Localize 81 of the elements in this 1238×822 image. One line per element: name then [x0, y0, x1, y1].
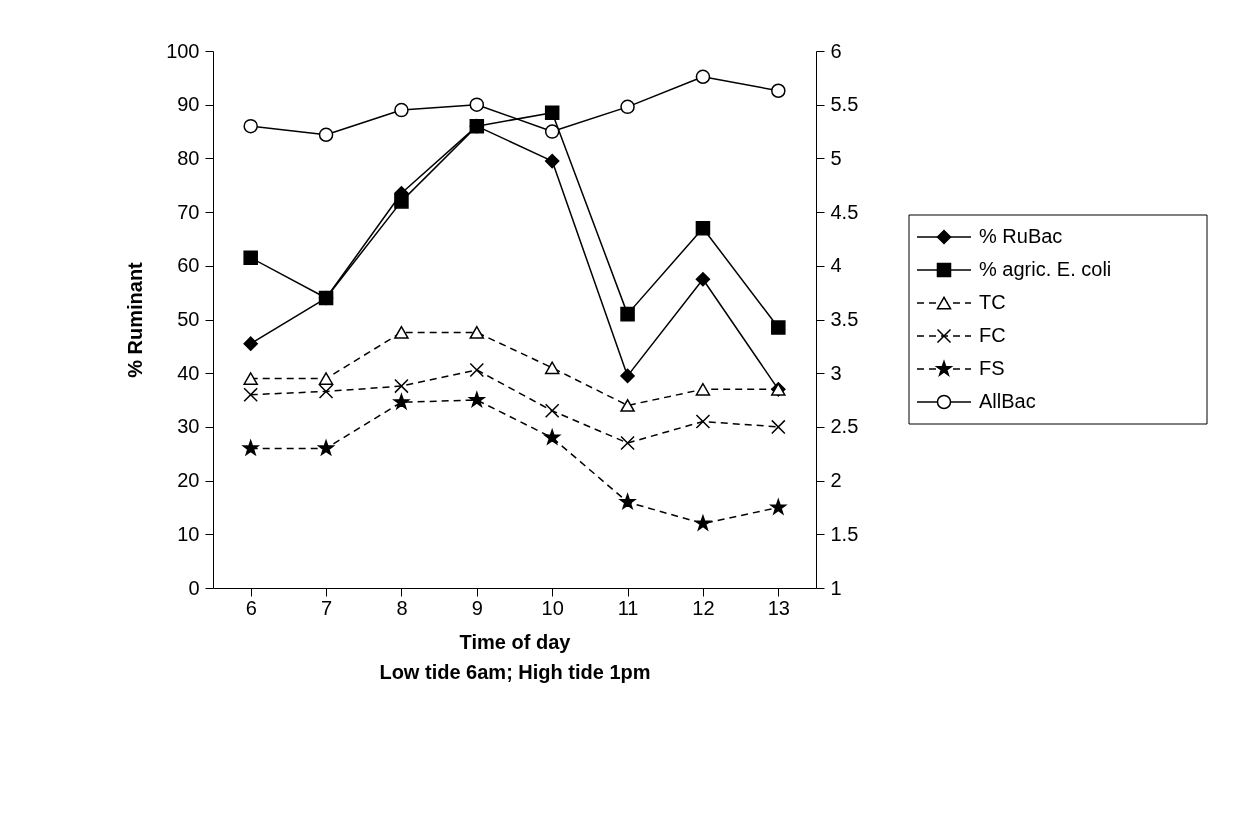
x-tick-label: 10	[541, 596, 564, 619]
x-tick-label: 9	[471, 596, 483, 619]
point	[394, 325, 409, 339]
point	[318, 440, 334, 456]
point	[695, 414, 711, 429]
legend-label: TC	[979, 291, 1006, 313]
y-axis-title: % Ruminant	[124, 261, 147, 378]
point	[243, 387, 258, 402]
x-tick-label: 7	[321, 596, 333, 619]
point	[695, 69, 711, 85]
point	[394, 194, 409, 209]
point	[242, 440, 259, 456]
point	[318, 384, 334, 399]
y2-tick-label: 1	[830, 576, 842, 599]
text: Low tide 6am; High tide 1pm	[379, 660, 651, 683]
point	[394, 102, 409, 118]
point	[620, 368, 635, 384]
point	[544, 105, 560, 121]
y-tick-label: 60	[177, 254, 200, 277]
legend-label: % RuBac	[979, 225, 1063, 247]
point	[620, 306, 635, 322]
point	[695, 515, 711, 531]
point	[544, 361, 560, 375]
point	[544, 403, 560, 419]
point	[243, 118, 258, 134]
y2-tick-label: 1.5	[830, 522, 859, 545]
point	[469, 118, 485, 134]
point	[318, 127, 334, 143]
y2-tick-label: 3	[830, 361, 842, 384]
point	[468, 391, 485, 407]
point	[243, 250, 258, 266]
y-tick-label: 40	[177, 361, 200, 384]
point	[544, 124, 560, 139]
point	[695, 220, 711, 236]
y2-tick-label: 4.5	[830, 200, 859, 223]
point	[620, 435, 635, 451]
legend-label: AllBac	[979, 390, 1036, 412]
point	[394, 378, 409, 394]
y2-tick-label: 3.5	[830, 308, 859, 330]
legend-label: FC	[979, 324, 1006, 346]
y2-tick-label: 5.5	[830, 93, 859, 116]
y2-tick-label: 5	[830, 146, 842, 169]
point	[619, 493, 636, 509]
x-tick-label: 11	[617, 596, 639, 619]
y2-tick-label: 2.5	[830, 415, 859, 438]
y-tick-label: 0	[188, 576, 200, 599]
point	[771, 83, 786, 98]
point	[393, 393, 410, 410]
point	[620, 399, 635, 412]
point	[771, 419, 786, 435]
x-tick-label: 6	[245, 596, 257, 619]
point	[695, 271, 711, 287]
y-tick-label: 20	[177, 469, 200, 492]
y-tick-label: 10	[177, 522, 200, 545]
point	[469, 362, 485, 378]
point	[620, 99, 635, 115]
x-tick-label: 13	[767, 596, 790, 619]
y-tick-label: 100	[166, 39, 200, 62]
y2-tick-label: 6	[830, 39, 842, 62]
y2-tick-label: 4	[830, 254, 842, 277]
point	[770, 499, 787, 515]
x-tick-label: 12	[692, 596, 715, 619]
y2-tick-label: 2	[830, 469, 842, 492]
y-tick-label: 80	[177, 146, 200, 169]
point	[469, 325, 485, 339]
y-tick-label: 50	[177, 308, 200, 330]
point	[544, 153, 560, 169]
legend-label: % agric. E. coli	[979, 258, 1112, 280]
point	[318, 372, 334, 385]
x-axis-title: Time of day	[459, 630, 572, 653]
legend-label: FS	[979, 357, 1005, 379]
y-tick-label: 30	[177, 415, 200, 438]
y-tick-label: 90	[177, 93, 200, 116]
x-tick-label: 8	[396, 596, 408, 619]
point	[695, 382, 711, 396]
point	[771, 320, 786, 335]
point	[544, 429, 561, 445]
point	[469, 97, 485, 112]
point	[243, 336, 258, 351]
point	[243, 372, 258, 385]
y-tick-label: 70	[177, 200, 200, 223]
